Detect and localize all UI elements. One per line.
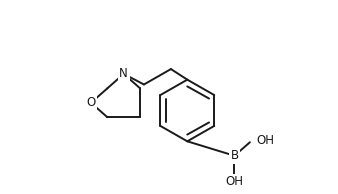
Text: OH: OH [225,175,243,188]
Text: O: O [87,96,96,109]
Text: OH: OH [257,134,275,147]
Text: B: B [231,149,239,162]
Text: N: N [119,67,128,80]
